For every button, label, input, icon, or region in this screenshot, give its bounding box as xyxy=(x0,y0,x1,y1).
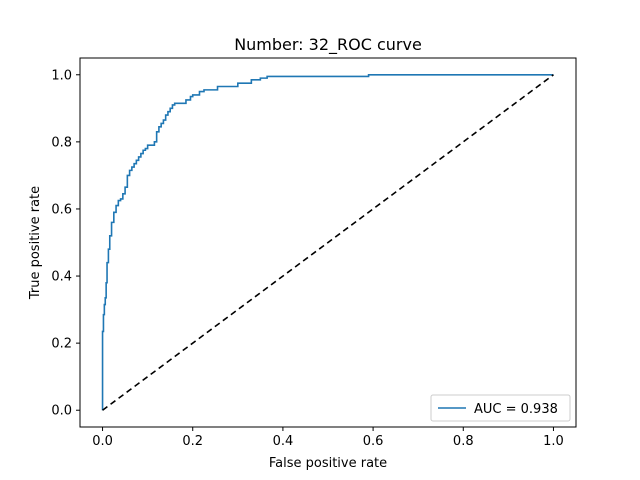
y-axis-label: True positive rate xyxy=(28,186,43,300)
x-axis-label: False positive rate xyxy=(269,456,387,471)
chart-title: Number: 32_ROC curve xyxy=(234,35,422,55)
roc-curve-series xyxy=(101,73,554,411)
y-tick-label: 1.0 xyxy=(51,68,72,83)
y-tick-label: 0.8 xyxy=(51,135,72,150)
y-tick-label: 0.0 xyxy=(51,404,72,419)
legend-entry-label: AUC = 0.938 xyxy=(474,402,558,417)
y-axis-ticks: 0.0 0.2 0.4 0.6 0.8 1.0 xyxy=(51,68,80,419)
x-tick-label: 0.8 xyxy=(453,434,474,449)
x-tick-label: 1.0 xyxy=(543,434,564,449)
x-tick-label: 0.6 xyxy=(363,434,384,449)
x-tick-label: 0.4 xyxy=(273,434,294,449)
legend-box xyxy=(430,394,571,422)
y-tick-label: 0.2 xyxy=(51,337,72,352)
x-tick-label: 0.0 xyxy=(92,434,113,449)
x-axis-ticks: 0.0 0.2 0.4 0.6 0.8 1.0 xyxy=(92,427,564,449)
legend: AUC = 0.938 xyxy=(430,394,571,422)
x-tick-label: 0.2 xyxy=(182,434,203,449)
series-layer xyxy=(101,73,554,411)
plot-frame xyxy=(79,57,577,428)
baseline-diagonal-series xyxy=(102,74,554,411)
y-tick-label: 0.6 xyxy=(51,202,72,217)
plot-area xyxy=(79,57,577,428)
y-tick-label: 0.4 xyxy=(51,270,72,285)
